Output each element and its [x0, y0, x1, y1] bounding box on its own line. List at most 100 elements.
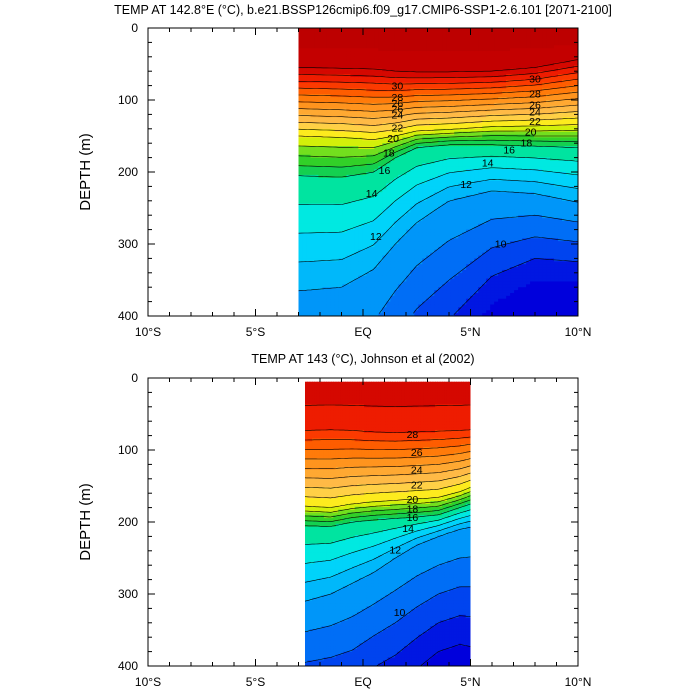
field-cell [374, 131, 379, 136]
field-cell [302, 292, 308, 297]
field-cell [322, 298, 328, 303]
field-cell [466, 223, 471, 228]
field-cell [334, 169, 340, 173]
field-cell [306, 200, 312, 205]
field-cell [362, 140, 367, 144]
field-cell [450, 232, 455, 236]
field-cell [458, 174, 463, 179]
field-cell [310, 30, 316, 35]
field-cell [450, 59, 455, 64]
field-cell [306, 143, 312, 147]
field-cell [438, 226, 443, 231]
field-cell [298, 307, 304, 311]
field-cell [298, 108, 304, 113]
field-cell [378, 85, 383, 90]
field-cell [302, 220, 308, 225]
field-cell [478, 62, 483, 67]
field-cell [322, 180, 328, 185]
field-cell [458, 264, 463, 268]
field-cell [414, 169, 419, 173]
field-cell [470, 189, 475, 193]
field-cell [390, 51, 395, 55]
field-cell [478, 39, 483, 43]
field-cell [410, 269, 415, 274]
field-cell [330, 172, 336, 176]
field-cell [322, 177, 328, 182]
field-cell [322, 292, 328, 297]
field-cell [414, 42, 419, 46]
field-cell [442, 128, 447, 133]
field-cell [410, 264, 415, 268]
field-cell [302, 272, 308, 277]
field-cell [410, 53, 415, 58]
field-cell [358, 28, 363, 32]
field-cell [314, 128, 320, 133]
field-cell [450, 105, 455, 110]
field-cell [390, 310, 395, 314]
field-cell [482, 244, 487, 248]
field-cell [414, 238, 419, 242]
field-cell [382, 223, 387, 228]
field-cell [454, 241, 459, 245]
field-cell [370, 246, 375, 251]
field-cell [458, 134, 463, 139]
field-cell [390, 186, 395, 190]
field-cell [354, 278, 359, 283]
field-cell [438, 59, 443, 64]
field-cell [466, 313, 471, 316]
field-cell [434, 281, 439, 285]
field-cell [330, 298, 336, 303]
field-cell [466, 111, 471, 115]
field-cell [342, 30, 348, 35]
field-cell [354, 42, 359, 46]
field-cell [298, 244, 304, 248]
field-cell [382, 261, 387, 265]
field-cell [474, 85, 479, 90]
field-cell [442, 59, 447, 64]
field-cell [390, 172, 395, 176]
field-cell [482, 74, 487, 78]
field-cell [466, 183, 471, 187]
field-cell [486, 267, 491, 271]
field-cell [470, 218, 475, 222]
field-cell [482, 174, 487, 179]
field-cell [318, 232, 324, 236]
field-cell [310, 148, 316, 153]
field-cell [438, 183, 443, 187]
field-cell [406, 255, 411, 259]
field-cell [394, 223, 399, 228]
field-cell [318, 36, 324, 41]
field-cell [354, 68, 359, 72]
field-cell [486, 146, 491, 150]
field-cell [398, 148, 403, 153]
field-cell [334, 272, 340, 277]
field-cell [318, 28, 324, 32]
field-cell [478, 146, 483, 150]
field-cell [398, 36, 403, 41]
field-cell [314, 76, 320, 81]
field-cell [410, 117, 415, 121]
field-cell [446, 307, 451, 311]
field-cell [358, 212, 363, 216]
field-cell [470, 45, 475, 49]
field-cell [430, 163, 435, 167]
field-cell [494, 180, 499, 185]
field-cell [306, 177, 312, 182]
field-cell [374, 235, 379, 239]
field-cell [434, 232, 439, 236]
field-cell [450, 269, 455, 274]
field-cell [446, 290, 451, 294]
field-cell [462, 284, 467, 288]
field-cell [374, 310, 379, 314]
field-cell [306, 59, 312, 64]
field-cell [406, 197, 411, 202]
field-cell [358, 111, 363, 115]
field-cell [402, 140, 407, 144]
field-cell [386, 134, 391, 139]
field-cell [338, 79, 344, 84]
field-cell [482, 160, 487, 164]
field-cell [310, 220, 316, 225]
field-cell [402, 177, 407, 182]
field-cell [394, 258, 399, 262]
field-cell [326, 48, 332, 52]
